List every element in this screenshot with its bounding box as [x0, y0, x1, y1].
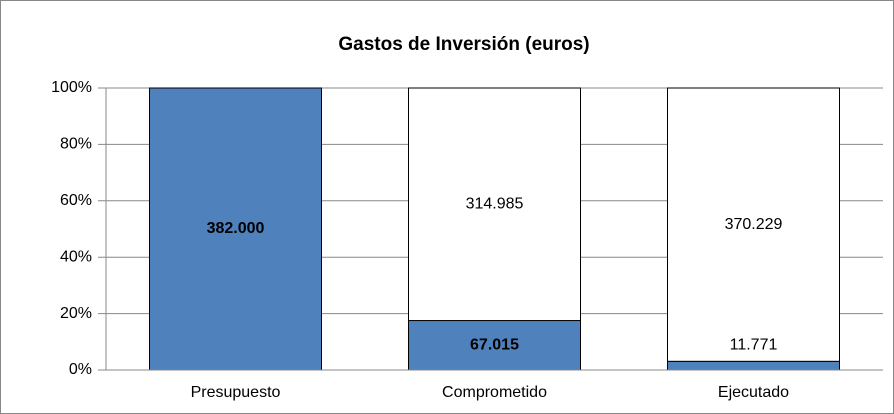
y-tick-label: 0% [69, 361, 92, 378]
bar-segment [408, 320, 581, 371]
data-label: 314.985 [466, 195, 524, 212]
data-label: 67.015 [470, 336, 519, 353]
bar-segment [667, 87, 840, 362]
y-tick-label: 20% [60, 305, 92, 322]
bar-segment [408, 87, 581, 322]
y-tick-label: 100% [51, 79, 92, 96]
y-tick-label: 40% [60, 248, 92, 265]
bar-segment [149, 87, 322, 371]
data-label: 382.000 [207, 220, 265, 237]
data-label: 11.771 [730, 337, 778, 354]
x-tick-label: Presupuesto [191, 384, 281, 401]
chart-title: Gastos de Inversión (euros) [338, 34, 589, 55]
y-tick-label: 80% [60, 136, 92, 153]
x-tick-label: Ejecutado [718, 384, 789, 401]
bar-segment [667, 360, 840, 371]
data-label: 370.229 [725, 216, 783, 233]
x-tick-label: Comprometido [442, 384, 547, 401]
y-tick-label: 60% [60, 192, 92, 209]
